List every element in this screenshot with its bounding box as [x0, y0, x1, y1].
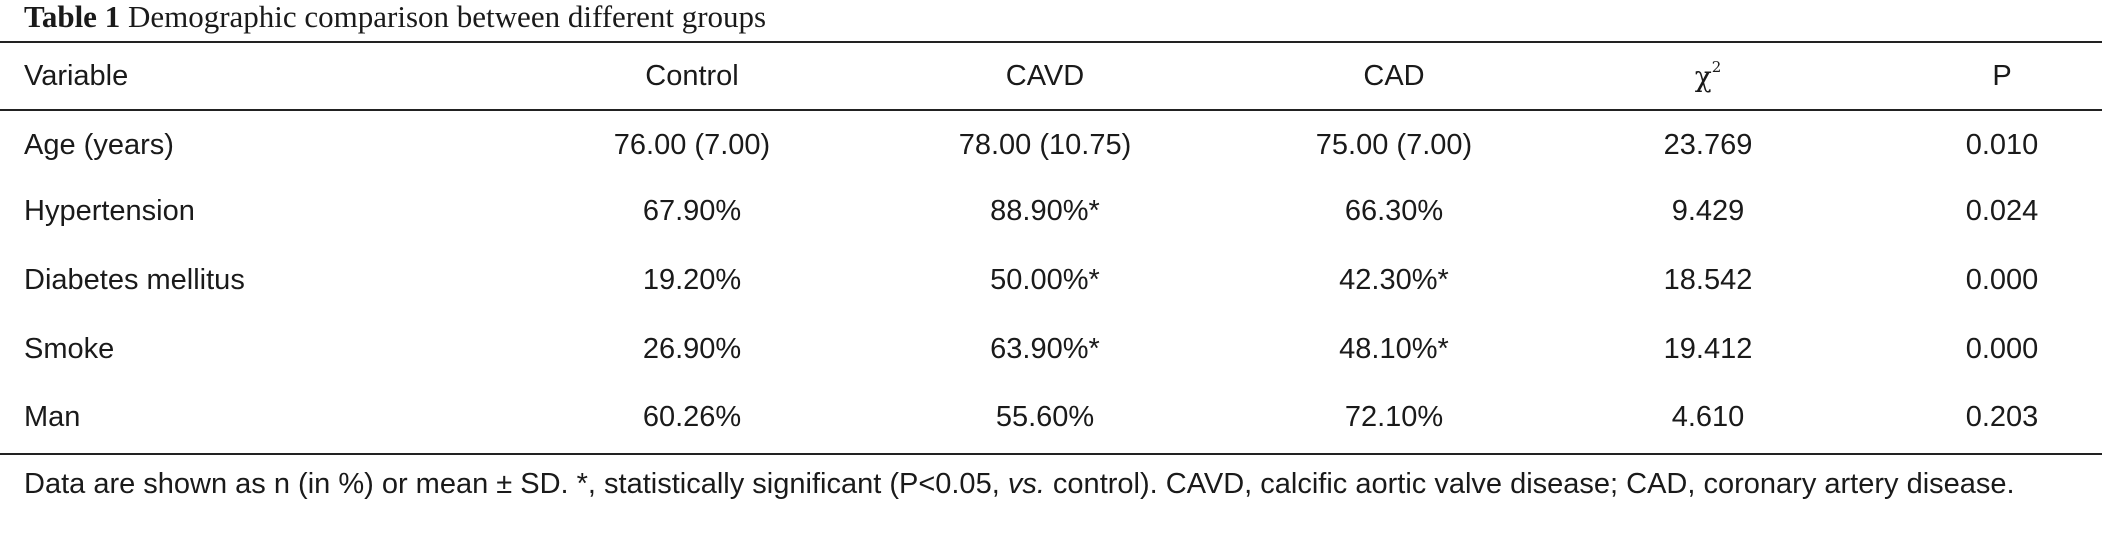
cell-variable: Man — [24, 401, 81, 434]
bottom-rule — [0, 453, 2102, 455]
cell-control: 67.90% — [642, 195, 742, 228]
table-row: Man 60.26% 55.60% 72.10% 4.610 0.203 — [0, 383, 2102, 452]
cell-cavd: 55.60% — [995, 401, 1095, 434]
cell-variable: Diabetes mellitus — [24, 263, 245, 296]
cell-cavd: 63.90%* — [990, 332, 1100, 365]
footnote-part1: Data are shown as n (in %) or mean ± SD.… — [24, 468, 1008, 500]
cell-p: 0.000 — [1965, 263, 2039, 296]
cell-chi2: 23.769 — [1663, 128, 1753, 161]
cell-cad: 66.30% — [1344, 195, 1444, 228]
header-row: Variable Control CAVD CAD χ2 P — [0, 43, 2102, 109]
table-footnote: Data are shown as n (in %) or mean ± SD.… — [24, 464, 2082, 504]
cell-variable: Hypertension — [24, 195, 195, 228]
cell-chi2: 9.429 — [1671, 195, 1745, 228]
table-title: Demographic comparison between different… — [127, 0, 767, 34]
footnote-italic: vs. — [1007, 468, 1045, 500]
header-cavd: CAVD — [1005, 59, 1085, 92]
cell-cad: 75.00 (7.00) — [1315, 128, 1473, 161]
cell-cad: 72.10% — [1344, 401, 1444, 434]
table-row: Diabetes mellitus 19.20% 50.00%* 42.30%*… — [0, 246, 2102, 315]
header-variable: Variable — [24, 59, 129, 92]
table-row: Smoke 26.90% 63.90%* 48.10%* 19.412 0.00… — [0, 315, 2102, 384]
cell-cad: 48.10%* — [1339, 332, 1449, 365]
cell-p: 0.024 — [1965, 195, 2039, 228]
cell-chi2: 18.542 — [1663, 263, 1753, 296]
cell-chi2: 4.610 — [1671, 401, 1745, 434]
cell-cavd: 78.00 (10.75) — [958, 128, 1132, 161]
cell-cavd: 50.00%* — [990, 263, 1100, 296]
table-caption: Table 1 Demographic comparison between d… — [24, 0, 766, 34]
header-chi-square: χ2 — [1538, 43, 1878, 109]
footnote-part2: control). CAVD, calcific aortic valve di… — [1044, 468, 2015, 500]
cell-p: 0.203 — [1965, 401, 2039, 434]
cell-control: 60.26% — [642, 401, 742, 434]
cell-control: 19.20% — [642, 263, 742, 296]
table-number: Table 1 — [24, 0, 121, 34]
cell-variable: Smoke — [24, 332, 115, 365]
demographic-table: Variable Control CAVD CAD χ2 P Age (year… — [0, 43, 2102, 452]
cell-variable: Age (years) — [24, 128, 174, 161]
cell-control: 26.90% — [642, 332, 742, 365]
cell-cavd: 88.90%* — [990, 195, 1100, 228]
chi-symbol: χ2 — [1694, 58, 1722, 93]
cell-p: 0.010 — [1965, 128, 2039, 161]
cell-chi2: 19.412 — [1663, 332, 1753, 365]
header-cad: CAD — [1363, 59, 1425, 92]
cell-p: 0.000 — [1965, 332, 2039, 365]
table-row: Age (years) 76.00 (7.00) 78.00 (10.75) 7… — [0, 109, 2102, 178]
header-p: P — [1992, 59, 2012, 92]
cell-cad: 42.30%* — [1339, 263, 1449, 296]
top-rule — [0, 41, 2102, 43]
header-control: Control — [645, 59, 739, 92]
cell-control: 76.00 (7.00) — [613, 128, 771, 161]
chi-superscript: 2 — [1711, 58, 1722, 76]
table-row: Hypertension 67.90% 88.90%* 66.30% 9.429… — [0, 178, 2102, 247]
header-rule — [0, 109, 2102, 111]
